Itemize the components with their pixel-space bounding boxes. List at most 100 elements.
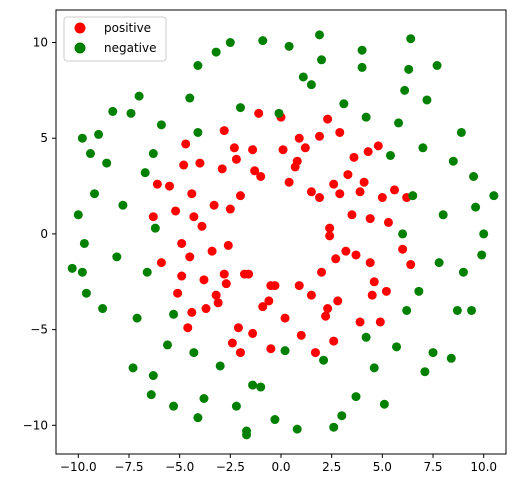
scatter-point-negative [357,45,367,55]
scatter-point-positive [165,181,175,191]
scatter-point-positive [280,313,290,323]
scatter-point-negative [134,91,144,101]
y-axis-ticks: −10 −5 0 5 10 [23,36,56,432]
scatter-point-positive [197,221,207,231]
scatter-point-positive [294,281,304,291]
scatter-point-positive [227,338,237,348]
scatter-point-positive [349,152,359,162]
scatter-point-negative [169,309,179,319]
scatter-point-negative [67,263,77,273]
x-tick-label: −10.0 [60,460,97,474]
scatter-point-negative [339,99,349,109]
scatter-point-negative [256,382,266,392]
legend-marker-positive [74,22,86,34]
scatter-point-negative [189,348,199,358]
scatter-point-negative [489,191,499,201]
scatter-point-positive [181,139,191,149]
scatter-point-positive [323,114,333,124]
scatter-point-positive [333,296,343,306]
scatter-point-positive [223,240,233,250]
scatter-point-negative [329,422,339,432]
scatter-point-positive [343,170,353,180]
legend-label-negative: negative [104,41,156,55]
scatter-point-positive [233,323,243,333]
scatter-point-negative [148,149,158,159]
scatter-point-negative [215,361,225,371]
scatter-point-positive [211,290,221,300]
scatter-point-positive [335,127,345,137]
scatter-point-positive [229,143,239,153]
scatter-point-negative [361,112,371,122]
y-tick-label: −5 [30,323,48,337]
scatter-point-negative [458,267,468,277]
scatter-point-negative [434,258,444,268]
scatter-point-positive [306,187,316,197]
x-tick-label: 0.0 [271,460,290,474]
scatter-point-positive [199,275,209,285]
scatter-point-negative [193,413,203,423]
series-positive [148,108,416,358]
y-tick-label: 10 [33,36,48,50]
scatter-point-negative [284,41,294,51]
scatter-point-positive [383,217,393,227]
scatter-point-negative [193,61,203,70]
scatter-point-positive [207,246,217,256]
scatter-point-negative [319,355,329,365]
scatter-point-negative [156,120,166,130]
scatter-point-negative [315,30,325,40]
scatter-point-negative [193,127,203,137]
scatter-point-negative [185,93,195,103]
x-tick-label: −7.5 [114,460,143,474]
scatter-point-positive [359,177,369,187]
scatter-point-positive [266,344,276,354]
scatter-point-negative [408,191,418,201]
scatter-point-positive [390,185,400,195]
scatter-point-negative [406,34,416,44]
scatter-point-positive [235,191,245,201]
scatter-point-positive [217,164,227,174]
scatter-point-negative [112,252,122,262]
scatter-point-positive [221,279,231,289]
scatter-point-negative [118,200,128,210]
scatter-point-negative [150,223,160,233]
scatter-point-positive [300,143,310,153]
scatter-point-negative [77,133,87,143]
scatter-point-positive [183,323,193,333]
scatter-point-negative [467,305,477,315]
scatter-point-negative [128,363,138,373]
scatter-point-positive [315,131,325,141]
scatter-point-negative [242,426,252,436]
scatter-point-negative [404,64,414,74]
scatter-point-negative [414,286,424,296]
scatter-point-positive [264,296,274,306]
scatter-point-negative [402,305,412,315]
legend-marker-negative [74,42,86,54]
scatter-point-positive [377,193,387,203]
scatter-point-positive [231,154,241,164]
scatter-point-positive [278,145,288,155]
y-tick-label: −10 [23,418,48,432]
scatter-point-negative [231,401,241,411]
scatter-point-negative [471,202,481,212]
scatter-point-positive [365,214,375,224]
scatter-point-positive [179,160,189,170]
scatter-point-negative [140,168,150,178]
scatter-point-positive [375,317,385,327]
scatter-point-positive [290,162,300,172]
scatter-point-negative [446,353,456,363]
x-tick-label: 7.5 [423,460,442,474]
scatter-point-negative [298,72,308,82]
x-tick-label: −5.0 [165,460,194,474]
x-tick-label: 10.0 [470,460,497,474]
scatter-point-positive [148,212,158,222]
scatter-point-positive [173,288,183,298]
scatter-point-positive [209,200,219,210]
scatter-point-positive [171,206,181,216]
scatter-point-negative [317,55,327,65]
scatter-point-negative [85,149,95,159]
scatter-point-positive [152,179,162,189]
scatter-point-negative [146,390,156,400]
scatter-point-negative [211,47,221,57]
